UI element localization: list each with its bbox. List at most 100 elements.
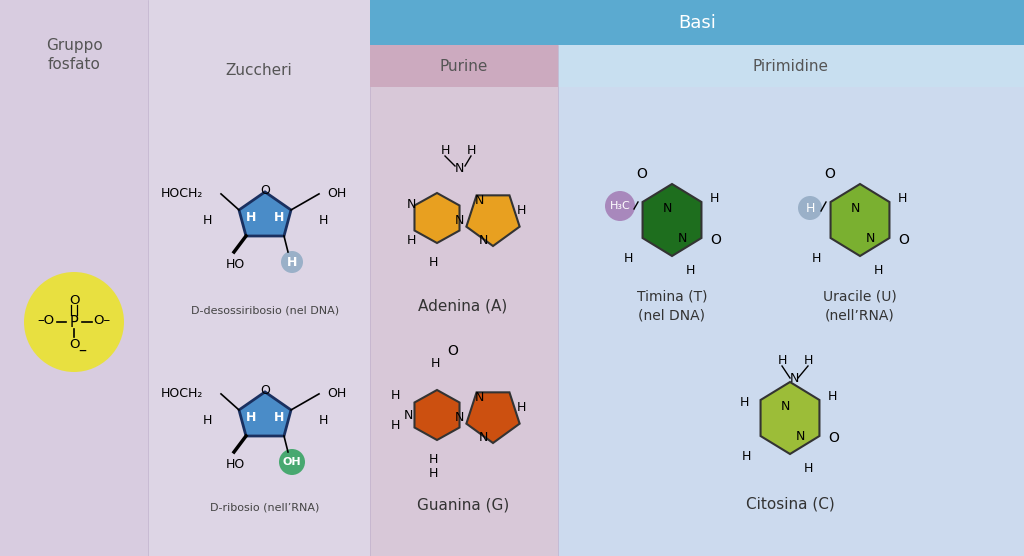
Text: –: – [78, 342, 86, 358]
Text: H: H [777, 354, 786, 366]
Text: H: H [710, 191, 719, 205]
Text: D-desossiribosio (nel DNA): D-desossiribosio (nel DNA) [190, 305, 339, 315]
Circle shape [279, 449, 305, 475]
Text: H: H [407, 234, 416, 246]
Polygon shape [239, 392, 291, 436]
Polygon shape [415, 193, 460, 243]
Text: H: H [803, 354, 813, 366]
Polygon shape [239, 192, 291, 236]
Text: N: N [403, 409, 413, 421]
Text: O: O [824, 167, 836, 181]
Text: H: H [827, 390, 837, 403]
Text: Pirimidine: Pirimidine [753, 58, 829, 73]
Text: Uracile (U)
(nell’RNA): Uracile (U) (nell’RNA) [823, 289, 897, 322]
Polygon shape [830, 184, 890, 256]
Text: HOCH₂: HOCH₂ [161, 187, 203, 200]
Text: H: H [873, 264, 883, 276]
Text: H: H [516, 203, 525, 216]
Text: H: H [390, 389, 399, 401]
Circle shape [281, 251, 303, 273]
Text: Gruppo
fosfato: Gruppo fosfato [46, 38, 102, 72]
Text: HO: HO [225, 458, 245, 470]
Text: Citosina (C): Citosina (C) [745, 497, 835, 512]
Text: D-ribosio (nell’RNA): D-ribosio (nell’RNA) [210, 503, 319, 513]
Text: H: H [428, 256, 437, 269]
Text: H: H [203, 414, 212, 426]
Text: H: H [741, 449, 751, 463]
Text: H: H [803, 461, 813, 474]
Text: Purine: Purine [440, 58, 488, 73]
Bar [370, 0, 1024, 45]
Text: O–: O– [93, 314, 111, 326]
Text: H₃C: H₃C [609, 201, 631, 211]
Text: O: O [711, 233, 722, 247]
Text: H: H [246, 410, 256, 424]
Text: H: H [246, 211, 256, 224]
Bar [370, 45, 558, 87]
Bar [148, 0, 370, 556]
Text: H: H [739, 395, 749, 409]
Text: Basi: Basi [678, 13, 716, 32]
Text: N: N [663, 201, 672, 215]
Text: OH: OH [283, 457, 301, 467]
Polygon shape [466, 393, 519, 443]
Text: H: H [273, 410, 285, 424]
Text: N: N [474, 390, 483, 404]
Text: H: H [685, 264, 694, 276]
Text: Zuccheri: Zuccheri [225, 62, 293, 77]
Text: O: O [69, 337, 79, 350]
Text: H: H [318, 414, 328, 426]
Text: P: P [70, 315, 79, 330]
Text: H: H [430, 356, 439, 370]
Text: N: N [850, 201, 860, 215]
Text: N: N [780, 400, 790, 413]
Text: Timina (T)
(nel DNA): Timina (T) (nel DNA) [637, 289, 708, 322]
Text: H: H [897, 191, 906, 205]
Text: N: N [478, 430, 487, 444]
Text: O: O [828, 431, 840, 445]
Text: N: N [790, 371, 799, 385]
Bar [0, 0, 148, 556]
Text: HO: HO [225, 257, 245, 271]
Bar [558, 0, 1024, 556]
Text: H: H [203, 214, 212, 226]
Text: N: N [677, 231, 687, 245]
Text: H: H [805, 201, 815, 215]
Text: N: N [455, 410, 464, 424]
Text: H: H [466, 143, 476, 156]
Text: H: H [811, 251, 820, 265]
Text: N: N [455, 161, 464, 175]
Text: H: H [440, 143, 450, 156]
Text: O: O [899, 233, 909, 247]
Circle shape [605, 191, 635, 221]
Text: H: H [390, 419, 399, 431]
Text: O: O [637, 167, 647, 181]
Text: H: H [428, 466, 437, 479]
Text: N: N [478, 234, 487, 246]
Polygon shape [642, 184, 701, 256]
Text: O: O [260, 384, 270, 398]
Text: H: H [318, 214, 328, 226]
Text: N: N [865, 231, 874, 245]
Text: Adenina (A): Adenina (A) [419, 299, 508, 314]
Bar [370, 0, 558, 556]
Text: H: H [287, 256, 297, 269]
Text: H: H [624, 251, 633, 265]
Text: Guanina (G): Guanina (G) [417, 498, 509, 513]
Text: OH: OH [327, 388, 346, 400]
Text: N: N [407, 197, 416, 211]
Bar [558, 45, 1024, 87]
Polygon shape [415, 390, 460, 440]
Text: H: H [428, 453, 437, 465]
Circle shape [24, 272, 124, 372]
Text: N: N [796, 429, 805, 443]
Text: OH: OH [327, 187, 346, 200]
Text: N: N [474, 193, 483, 206]
Text: H: H [273, 211, 285, 224]
Text: O: O [69, 294, 79, 306]
Circle shape [798, 196, 822, 220]
Text: O: O [447, 344, 459, 358]
Polygon shape [466, 195, 519, 246]
Text: N: N [455, 214, 464, 226]
Text: –O: –O [38, 314, 54, 326]
